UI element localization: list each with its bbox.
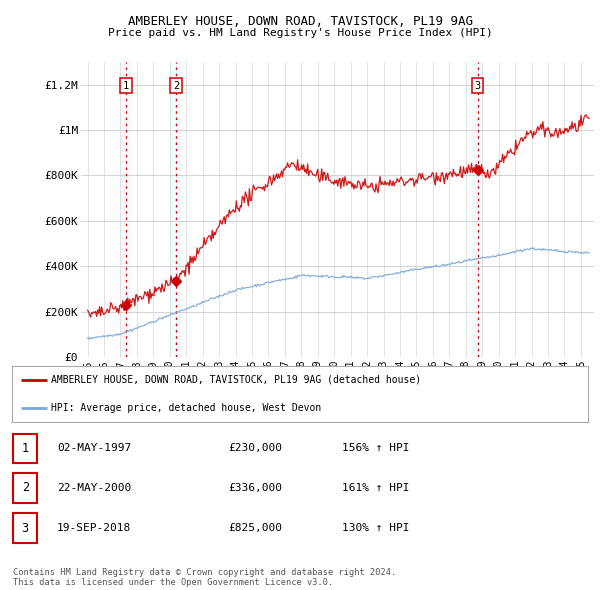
Text: 161% ↑ HPI: 161% ↑ HPI (342, 483, 409, 493)
Text: 3: 3 (475, 81, 481, 91)
Text: 1: 1 (123, 81, 129, 91)
Text: AMBERLEY HOUSE, DOWN ROAD, TAVISTOCK, PL19 9AG (detached house): AMBERLEY HOUSE, DOWN ROAD, TAVISTOCK, PL… (51, 375, 421, 385)
Text: 19-SEP-2018: 19-SEP-2018 (57, 523, 131, 533)
Text: £230,000: £230,000 (228, 444, 282, 453)
Text: 3: 3 (22, 522, 29, 535)
Text: HPI: Average price, detached house, West Devon: HPI: Average price, detached house, West… (51, 403, 322, 413)
Bar (120, 62, 131, 357)
Text: 22-MAY-2000: 22-MAY-2000 (57, 483, 131, 493)
Text: 1: 1 (22, 442, 29, 455)
Text: 2: 2 (22, 481, 29, 494)
Text: 156% ↑ HPI: 156% ↑ HPI (342, 444, 409, 453)
Text: 130% ↑ HPI: 130% ↑ HPI (342, 523, 409, 533)
Bar (170, 62, 182, 357)
Text: Contains HM Land Registry data © Crown copyright and database right 2024.
This d: Contains HM Land Registry data © Crown c… (13, 568, 397, 587)
Text: 02-MAY-1997: 02-MAY-1997 (57, 444, 131, 453)
Bar (472, 62, 484, 357)
Text: AMBERLEY HOUSE, DOWN ROAD, TAVISTOCK, PL19 9AG: AMBERLEY HOUSE, DOWN ROAD, TAVISTOCK, PL… (128, 15, 473, 28)
Text: Price paid vs. HM Land Registry's House Price Index (HPI): Price paid vs. HM Land Registry's House … (107, 28, 493, 38)
Text: 2: 2 (173, 81, 179, 91)
Text: £825,000: £825,000 (228, 523, 282, 533)
Text: £336,000: £336,000 (228, 483, 282, 493)
